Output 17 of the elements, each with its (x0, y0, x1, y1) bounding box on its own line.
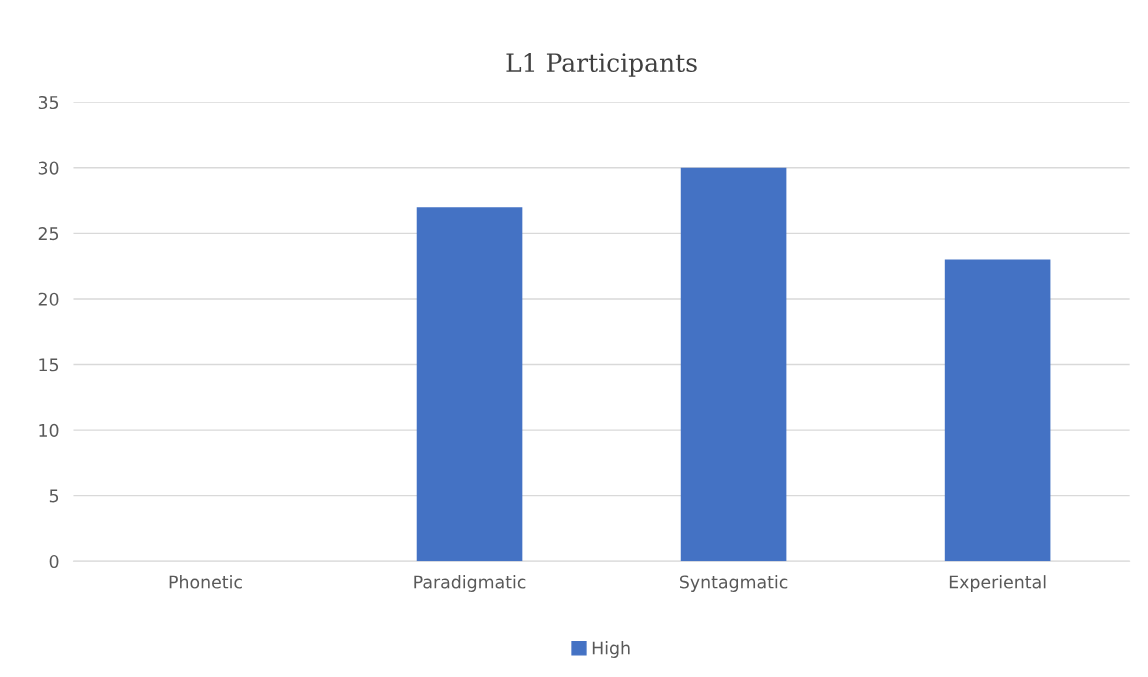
chart-title: L1 Participants (506, 53, 697, 77)
x-tick-label: Syntagmatic (679, 575, 788, 592)
y-tick-label: 5 (49, 489, 59, 503)
legend-label: High (592, 641, 630, 658)
y-tick-label: 15 (39, 358, 59, 372)
x-tick-label: Experiental (949, 575, 1046, 592)
y-tick-label: 20 (38, 292, 59, 306)
bar (680, 167, 787, 562)
bar (944, 259, 1051, 562)
y-tick-label: 0 (49, 554, 59, 569)
y-tick-label: 35 (38, 95, 59, 110)
y-tick-label: 30 (38, 161, 59, 175)
x-tick-label: Phonetic (169, 575, 242, 589)
x-tick-label: Paradigmatic (414, 575, 526, 592)
bar (416, 207, 523, 562)
y-tick-label: 10 (39, 423, 59, 437)
y-tick-label: 25 (38, 227, 59, 241)
